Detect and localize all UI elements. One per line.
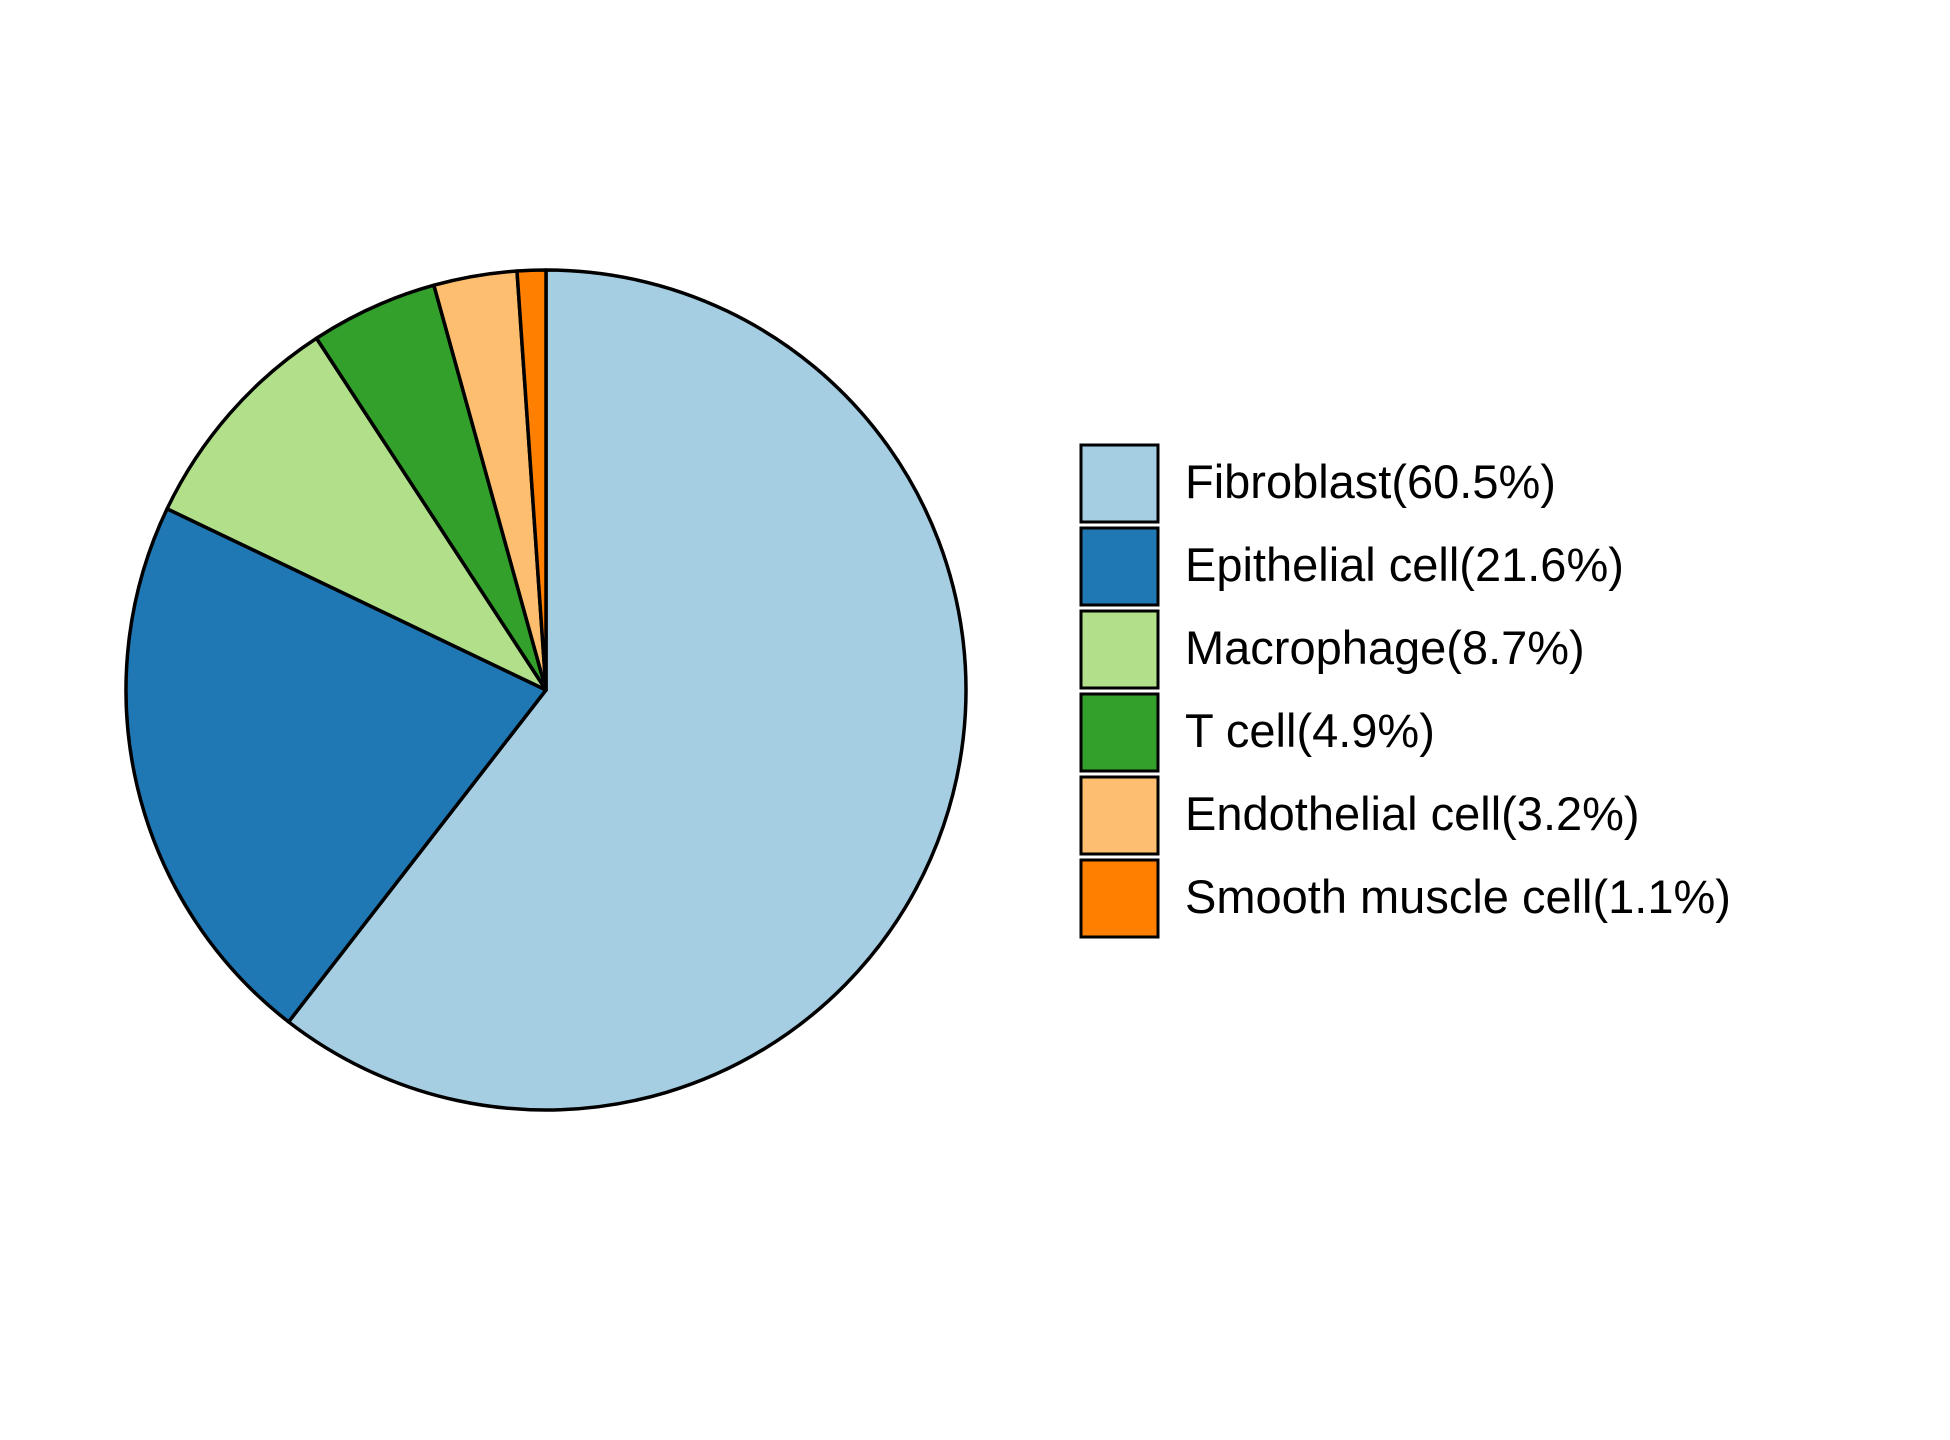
pie-slice — [165, 336, 548, 692]
legend-label: Endothelial cell(3.2%) — [1185, 787, 1640, 840]
legend-swatch — [1079, 526, 1160, 607]
pie-slice — [515, 268, 548, 692]
legend-label: Epithelial cell(21.6%) — [1185, 538, 1624, 591]
legend-swatch — [1079, 775, 1160, 856]
legend-label: T cell(4.9%) — [1185, 704, 1435, 757]
pie-slice — [124, 507, 548, 1024]
legend-swatch — [1079, 609, 1160, 690]
pie-slice — [286, 268, 968, 1112]
legend-swatch — [1079, 443, 1160, 524]
legend-swatch — [1079, 692, 1160, 773]
legend-swatch — [1079, 858, 1160, 939]
legend-label: Smooth muscle cell(1.1%) — [1185, 870, 1731, 923]
legend-label: Fibroblast(60.5%) — [1185, 455, 1556, 508]
legend-label: Macrophage(8.7%) — [1185, 621, 1585, 674]
